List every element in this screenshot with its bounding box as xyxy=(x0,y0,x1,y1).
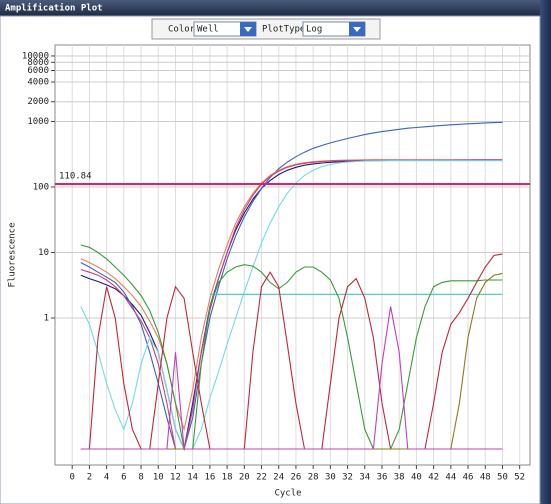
x-tick-label: 12 xyxy=(170,473,181,483)
y-tick-label: 10 xyxy=(38,248,49,258)
y-tick-label: 6000 xyxy=(27,66,49,76)
threshold-label: 110.84 xyxy=(59,172,92,182)
title-bar xyxy=(0,0,540,16)
plot: 0 2 4 6 8 10 12 14 16 18 20 22 24 26 28 30 32 34 36 38 40 42 4… xyxy=(22,44,531,483)
x-tick-label: 4 xyxy=(104,473,109,483)
x-tick-label: 28 xyxy=(308,473,319,483)
y-tick-label: 1 xyxy=(44,313,49,323)
amplification-curve xyxy=(80,244,503,450)
x-tick-label: 34 xyxy=(359,473,370,483)
x-tick-label: 30 xyxy=(325,473,336,483)
plot-area xyxy=(54,44,531,466)
x-tick-label: 38 xyxy=(394,473,405,483)
plottype-value: Log xyxy=(306,25,322,35)
window-title: Amplification Plot xyxy=(5,3,103,14)
frame xyxy=(0,15,541,504)
x-axis-label: Cycle xyxy=(274,489,301,499)
x-tick-label: 14 xyxy=(187,473,198,483)
dropdown-arrow xyxy=(244,27,252,32)
dropdown-arrow xyxy=(353,27,361,32)
y-tick-label: 2000 xyxy=(27,97,49,107)
color-label: Color xyxy=(168,25,196,35)
amplification-curve xyxy=(80,253,503,450)
x-tick-label: 24 xyxy=(273,473,284,483)
color-value: Well xyxy=(197,25,219,35)
x-tick-label: 2 xyxy=(87,473,92,483)
y-tick-label: 4000 xyxy=(27,78,49,88)
x-tick-label: 22 xyxy=(256,473,267,483)
x-tick-label: 18 xyxy=(222,473,233,483)
y-tick-label: 1000 xyxy=(27,117,49,127)
x-tick-label: 52 xyxy=(514,473,525,483)
x-tick-label: 0 xyxy=(69,473,74,483)
x-tick-label: 50 xyxy=(497,473,508,483)
y-axis-label: Fluorescence xyxy=(8,222,18,287)
x-tick-label: 46 xyxy=(463,473,474,483)
x-tick-label: 42 xyxy=(428,473,439,483)
amplification-curve xyxy=(80,160,503,450)
x-tick-label: 44 xyxy=(445,473,456,483)
x-tick-label: 48 xyxy=(480,473,491,483)
amplification-curve xyxy=(80,306,503,450)
y-tick-label: 8000 xyxy=(27,58,49,68)
amplification-curve xyxy=(80,121,503,450)
y-tick-label: 100 xyxy=(33,182,49,192)
x-tick-label: 20 xyxy=(239,473,250,483)
x-tick-label: 32 xyxy=(342,473,353,483)
x-tick-label: 36 xyxy=(377,473,388,483)
amplification-curve xyxy=(80,159,503,450)
x-tick-label: 8 xyxy=(138,473,143,483)
plottype-label: PlotType xyxy=(262,25,305,35)
x-tick-label: 6 xyxy=(121,473,126,483)
x-tick-label: 40 xyxy=(411,473,422,483)
x-tick-label: 26 xyxy=(291,473,302,483)
side-panel xyxy=(540,0,551,504)
x-tick-label: 10 xyxy=(153,473,164,483)
y-tick-label: 10000 xyxy=(22,51,49,61)
x-tick-label: 16 xyxy=(204,473,215,483)
